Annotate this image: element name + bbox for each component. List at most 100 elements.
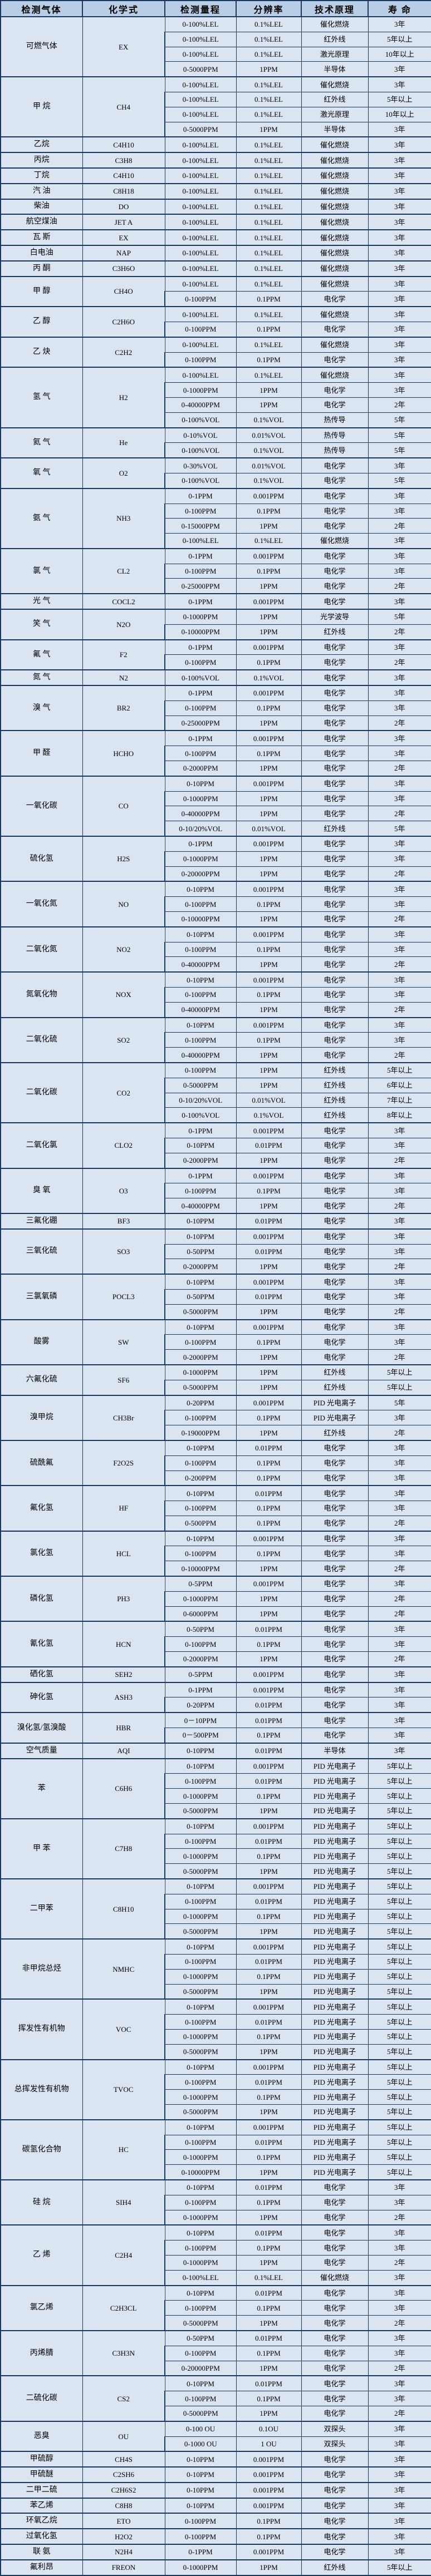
formula-cell: DO (82, 198, 165, 215)
principle-cell: PID 光电离子 (301, 2074, 369, 2090)
formula-cell: HBR (82, 1712, 165, 1744)
life-cell: 3年 (368, 1470, 431, 1486)
range-cell: 0-100PPM (164, 2528, 237, 2545)
life-cell: 3年 (368, 2179, 431, 2195)
resolution-cell: 0.1%LEL (236, 91, 302, 107)
table-row: 0-20PPM 0.01PPM 电化学 3年 (1, 1697, 431, 1713)
table-row: 溴 气 BR2 0-1PPM 0.001PPM 电化学 3年 (0, 685, 431, 731)
life-cell: 2年 (368, 1591, 431, 1607)
resolution-cell: 0.1%LEL (236, 306, 302, 322)
life-cell: 3年 (368, 593, 431, 610)
formula-cell: NO (82, 881, 165, 927)
range-cell: 0-2000PPM (164, 761, 237, 777)
gas-name-cell: 硫化氢 (0, 836, 83, 882)
table-row: 0-2000PPM 1PPM 电化学 2年 (1, 1259, 431, 1275)
range-cell: 0-1000PPM (164, 1788, 237, 1804)
table-row: 氯 气 CL2 0-1PPM 0.001PPM 电化学 3年 (0, 547, 431, 594)
table-row: 0-1000PPM 0.1PPM PID 光电离子 5年以上 (1, 1788, 431, 1804)
principle-cell: 催化燃烧 (301, 16, 369, 32)
range-cell: 0-1000PPM (164, 2089, 237, 2105)
range-cell: 0-6000PPM (164, 1606, 237, 1622)
formula-cell: C4H10 (82, 167, 165, 184)
principle-cell: 催化燃烧 (301, 275, 369, 292)
range-cell: 0-10PPM (164, 2059, 237, 2075)
life-cell: 3年 (368, 503, 431, 519)
life-cell: 3年 (368, 1334, 431, 1350)
range-cell: 0-100%LEL (164, 16, 237, 32)
table-row: 氮氧化物 NOX 0-10PPM 0.001PPM 电化学 3年 (0, 971, 431, 1018)
principle-cell: 电化学 (301, 806, 369, 822)
principle-cell: PID 光电离子 (301, 2089, 369, 2105)
table-row: 0-100PPM 0.1PPM 电化学 3年 (1, 896, 431, 912)
range-cell: 0-1000PPM (164, 2559, 237, 2576)
range-cell: 0-100PPM (164, 896, 237, 912)
formula-cell: BR2 (82, 685, 165, 731)
resolution-cell: 1PPM (236, 1001, 302, 1018)
life-cell: 5年以上 (368, 1908, 431, 1924)
life-cell: 2年 (368, 911, 431, 927)
table-row: 0-10/20%VOL 0.01%VOL 红外线 7年以上 (1, 1092, 431, 1108)
life-cell: 2年 (368, 654, 431, 670)
resolution-cell: 0.1PPM (236, 2194, 302, 2210)
table-row: 六氟化硫 SF6 0-1000PPM 1PPM 红外线 5年以上 (0, 1364, 431, 1396)
formula-cell: F2O2S (82, 1439, 165, 1486)
gas-name-cell: 三氧化硫 (0, 1228, 83, 1275)
life-cell: 3年 (368, 121, 431, 137)
formula-cell: O3 (82, 1167, 165, 1214)
principle-cell: PID 光电离子 (301, 2104, 369, 2120)
range-cell: 0-10PPM (164, 1319, 237, 1335)
principle-cell: 电化学 (301, 761, 369, 777)
resolution-cell: 0.001PPM (236, 1818, 302, 1834)
gas-name-cell: 碳氢化合物 (0, 2119, 83, 2180)
resolution-cell: 0.1PPM (236, 291, 302, 307)
resolution-cell: 0.1PPM (236, 2345, 302, 2361)
range-cell: 0-10PPM (164, 2375, 237, 2392)
range-cell: 0-10PPM (164, 1758, 237, 1774)
range-cell: 0-5000PPM (164, 61, 237, 77)
formula-cell: HCL (82, 1530, 165, 1577)
gas-name-cell: 丙 酮 (0, 260, 83, 277)
resolution-cell: 0.1%VOL (236, 442, 302, 458)
formula-cell: POCL3 (82, 1274, 165, 1320)
life-cell: 3年 (368, 2194, 431, 2210)
table-row: 0-5000PPM 1PPM PID 光电离子 5年以上 (1, 1863, 431, 1879)
range-cell: 0-1PPM (164, 1681, 237, 1698)
principle-cell: PID 光电离子 (301, 1773, 369, 1789)
table-row: 0-1000PPM 0.1PPM PID 光电离子 5年以上 (1, 2029, 431, 2045)
range-cell: 0-10PPM (164, 1878, 237, 1894)
range-cell: 0-1000PPM (164, 1968, 237, 1985)
range-cell: 0-100%LEL (164, 152, 237, 169)
principle-cell: 电化学 (301, 1183, 369, 1199)
table-row: 0-25000PPM 1PPM 电化学 2年 (1, 715, 431, 731)
table-row: 0-100PPM 0.1PPM 电化学 3年 (1, 2391, 431, 2406)
range-cell: 0-100PPM (164, 1062, 237, 1078)
table-row: 柴油 DO 0-100%LEL 0.1%LEL 催化燃烧 3年 (0, 198, 431, 215)
table-row: 0-100%LEL 0.1%LEL 催化燃烧 3年 (1, 2269, 431, 2286)
table-row: 0-100PPM 0.1PPM 电化学 3年 (1, 1334, 431, 1350)
life-cell: 8年以上 (368, 1107, 431, 1123)
principle-cell: 电化学 (301, 1530, 369, 1547)
resolution-cell: 0.1PPM (236, 1455, 302, 1471)
table-row: 氯乙烯 C2H3CL 0-10PPM 0.01PPM 电化学 3年 (0, 2284, 431, 2331)
resolution-cell: 0.001PPM (236, 1319, 302, 1335)
table-row: 二硫化碳 CS2 0-10PPM 0.01PPM 电化学 3年 (0, 2375, 431, 2422)
life-cell: 3年 (368, 306, 431, 322)
resolution-cell: 1PPM (236, 1591, 302, 1607)
range-cell: 0-100PPM (164, 2134, 237, 2150)
resolution-cell: 1 OU (236, 2436, 302, 2452)
table-row: 0-100PPM 0.1PPM 电化学 3年 (1, 2240, 431, 2256)
principle-cell: 电化学 (301, 1032, 369, 1048)
formula-cell: COCL2 (82, 593, 165, 610)
range-cell: 0-100PPM (164, 2240, 237, 2256)
table-row: 0-25000PPM 1PPM 电化学 2年 (1, 578, 431, 594)
resolution-cell: 0.001PPM (236, 1016, 302, 1033)
life-cell: 5年以上 (368, 1818, 431, 1834)
table-row: 氟 气 F2 0-1PPM 0.001PPM 电化学 3年 (0, 639, 431, 670)
resolution-cell: 0.001PPM (236, 2466, 302, 2483)
range-cell: 0-1000PPM (164, 2254, 237, 2271)
range-cell: 0-5PPM (164, 1666, 237, 1683)
principle-cell: 电化学 (301, 851, 369, 867)
range-cell: 0-100%LEL (164, 2269, 237, 2286)
life-cell: 5年 (368, 427, 431, 443)
range-cell: 0-100PPM (164, 1032, 237, 1048)
